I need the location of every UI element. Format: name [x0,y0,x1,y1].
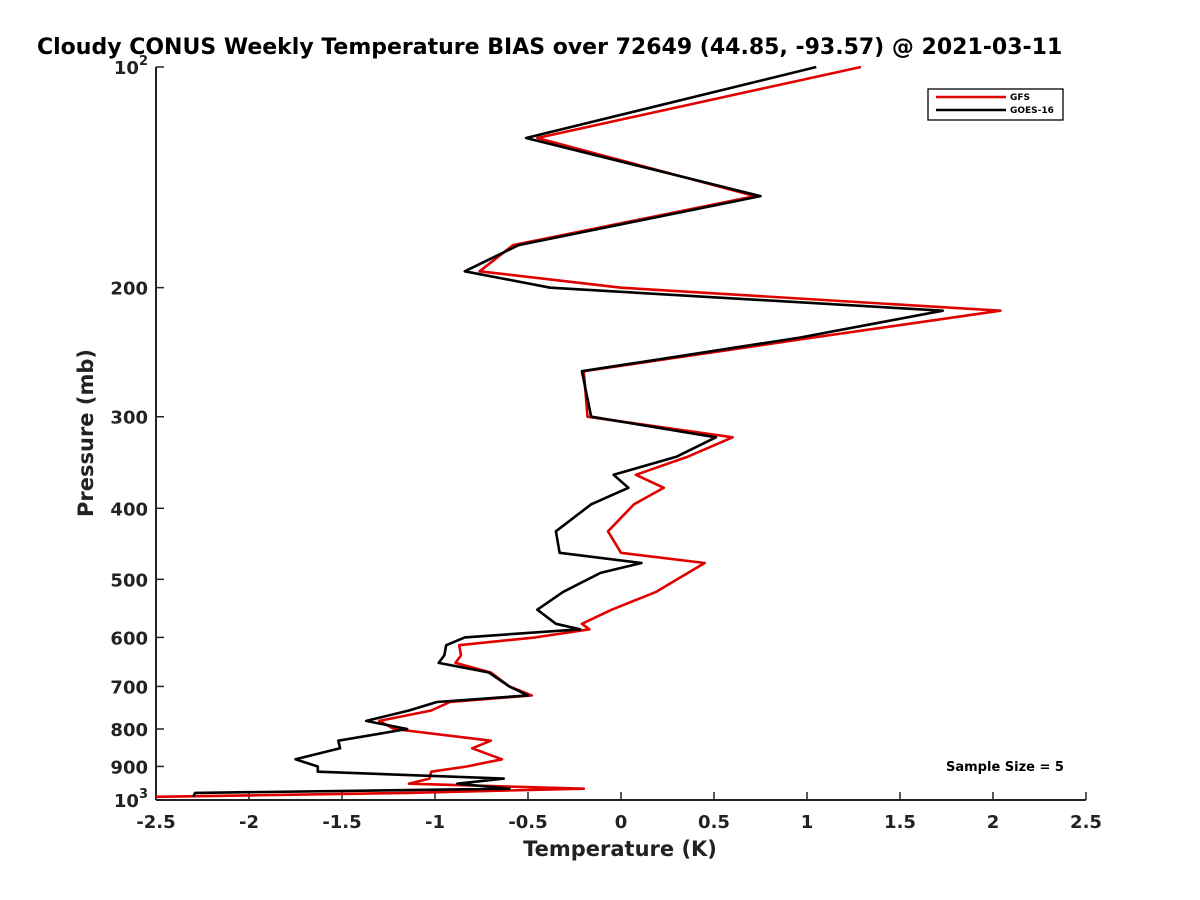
y-tick-label-base: 10 [114,58,139,79]
y-tick-label-base: 500 [110,570,148,591]
x-axis-label: Temperature (K) [523,837,717,861]
y-tick-label: 400 [110,499,148,520]
series-lines [155,65,1002,799]
y-tick-label: 500 [110,570,148,591]
plot-area: -2.5 -2 -1.5 -1 -0.5 0 0.5 1 1.5 2 2.5 10220030040… [110,54,1102,833]
x-tick-label: 0.5 [698,812,730,833]
y-tick-label: 300 [110,408,148,429]
y-tick-label-exponent: 2 [139,54,148,69]
legend-box [927,88,1064,121]
x-tick-label: 2 [987,812,1000,833]
y-tick-label: 200 [110,279,148,300]
y-tick-label-base: 800 [110,720,148,741]
legend: GFS GOES-16 [927,88,1064,121]
y-tick-label: 103 [114,787,148,812]
chart-title: Cloudy CONUS Weekly Temperature BIAS ove… [37,35,1062,60]
y-tick-label-base: 200 [110,279,148,300]
y-tick-label: 102 [114,54,148,79]
series-line-gfs [155,65,1002,799]
y-tick-label: 900 [110,757,148,778]
y-tick-label-exponent: 3 [139,787,148,802]
x-tick-label: -1.5 [322,812,361,833]
legend-label-goes16: GOES-16 [1010,106,1054,116]
series-line-goes16 [192,65,945,798]
x-tick-label: -0.5 [508,812,547,833]
x-tick-label: -2.5 [136,812,175,833]
y-tick-label: 600 [110,628,148,649]
x-tick-label: 1 [801,812,814,833]
y-tick-label-base: 700 [110,677,148,698]
legend-label-gfs: GFS [1010,93,1030,103]
y-tick-label-base: 900 [110,757,148,778]
y-tick-label: 800 [110,720,148,741]
x-tick-label: -2 [239,812,259,833]
y-tick-label: 700 [110,677,148,698]
x-tick-label: -1 [425,812,445,833]
x-tick-label: 1.5 [884,812,916,833]
y-axis-label: Pressure (mb) [74,349,98,517]
y-tick-label-base: 300 [110,408,148,429]
x-tick-label: 2.5 [1070,812,1102,833]
y-tick-label-base: 400 [110,499,148,520]
x-tick-label: 0 [615,812,628,833]
y-tick-label-base: 10 [114,791,139,812]
y-tick-label-base: 600 [110,628,148,649]
x-axis-ticks: -2.5 -2 -1.5 -1 -0.5 0 0.5 1 1.5 2 2.5 [136,792,1102,833]
sample-size-annotation: Sample Size = 5 [946,760,1064,775]
